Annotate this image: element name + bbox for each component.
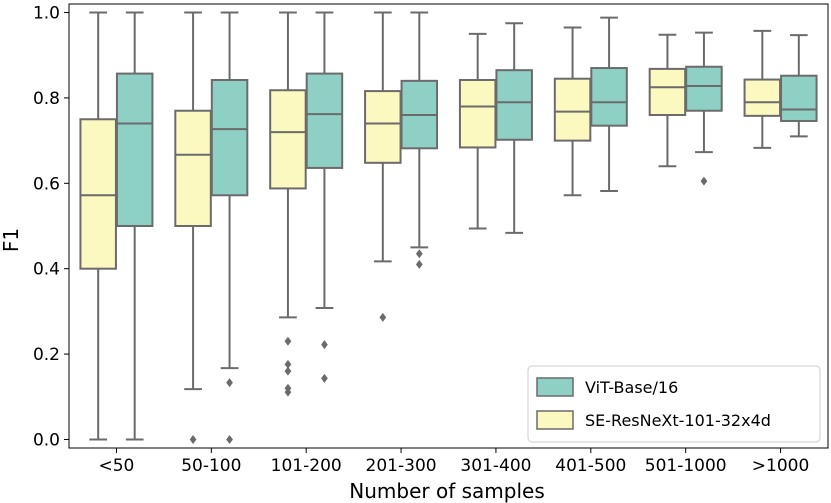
legend-label: SE-ResNeXt-101-32x4d	[585, 411, 771, 430]
outlier-marker	[379, 312, 387, 322]
box-SE-ResNeXt-101-32x4d-401-500	[553, 26, 592, 197]
box-SE-ResNeXt-101-32x4d-50-100	[174, 11, 212, 444]
box-iqr	[780, 74, 818, 122]
outlier-marker	[284, 366, 292, 376]
box-SE-ResNeXt-101-32x4d-501-1000	[648, 33, 687, 168]
box-iqr	[458, 78, 497, 149]
x-tick-label: 101-200	[271, 456, 342, 476]
x-tick-label: 201-300	[366, 456, 437, 476]
plot-frame	[68, 3, 829, 449]
outlier-marker	[284, 336, 292, 346]
y-tick-label: 1.0	[33, 4, 60, 24]
box-SE-ResNeXt-101-32x4d-101-200	[269, 11, 307, 397]
box-iqr	[210, 78, 249, 197]
x-tick-label: 301-400	[460, 456, 531, 476]
x-tick-label: <50	[98, 456, 134, 476]
outlier-marker	[321, 340, 328, 350]
box-SE-ResNeXt-101-32x4d-<50	[79, 11, 117, 441]
box-SE-ResNeXt-101-32x4d-201-300	[364, 11, 402, 322]
box-ViT-Base/16-201-300	[400, 11, 439, 269]
box-iqr	[495, 69, 533, 141]
x-tick-label: 401-500	[555, 456, 626, 476]
y-tick-label: 0.6	[33, 174, 60, 194]
outlier-marker	[226, 378, 233, 388]
box-ViT-Base/16-401-500	[590, 16, 628, 192]
axes: 0.0 0.2 0.4 0.6 0.8 1.0 <50 50-100 101-200 201-30…	[33, 3, 829, 476]
outlier-marker	[415, 249, 423, 259]
outlier-marker	[226, 434, 233, 444]
y-axis-label: F1	[0, 228, 23, 252]
legend-frame	[527, 365, 821, 443]
box-iqr	[79, 118, 117, 270]
outlier-marker	[284, 359, 292, 369]
box-ViT-Base/16-301-400	[495, 22, 533, 234]
plot-area	[79, 11, 818, 444]
box-iqr	[115, 72, 154, 228]
x-tick-label: 501-1000	[645, 456, 727, 476]
box-ViT-Base/16-501-1000	[685, 31, 723, 186]
outlier-marker	[189, 434, 197, 444]
legend-label: ViT-Base/16	[585, 378, 678, 397]
box-iqr	[590, 67, 628, 127]
legend-swatch	[536, 410, 574, 430]
y-tick-label: 0.0	[33, 430, 60, 450]
y-tick-label: 0.4	[33, 260, 60, 280]
box-ViT-Base/16-101-200	[305, 11, 344, 383]
box-SE-ResNeXt-101-32x4d->1000	[743, 29, 782, 149]
y-tick-label: 0.2	[33, 345, 60, 365]
box-iqr	[269, 89, 307, 190]
legend-swatch	[536, 377, 574, 397]
box-iqr	[305, 72, 344, 169]
outlier-marker	[700, 176, 708, 186]
outlier-marker	[321, 373, 328, 383]
outlier-marker	[415, 259, 423, 269]
legend: ViT-Base/16 SE-ResNeXt-101-32x4d	[527, 365, 821, 443]
box-ViT-Base/16->1000	[780, 34, 818, 138]
box-iqr	[553, 77, 592, 142]
box-iqr	[174, 109, 212, 227]
box-ViT-Base/16-50-100	[210, 11, 249, 444]
box-iqr	[743, 78, 782, 117]
y-tick-label: 0.8	[33, 89, 60, 109]
outlier-marker	[284, 387, 292, 397]
box-iqr	[364, 90, 402, 164]
box-ViT-Base/16-<50	[115, 11, 154, 441]
x-tick-label: 50-100	[181, 456, 241, 476]
box-iqr	[648, 67, 687, 117]
x-axis-label: Number of samples	[349, 479, 544, 503]
x-tick-label: >1000	[752, 456, 810, 476]
box-iqr	[685, 65, 723, 112]
box-SE-ResNeXt-101-32x4d-301-400	[458, 32, 497, 230]
